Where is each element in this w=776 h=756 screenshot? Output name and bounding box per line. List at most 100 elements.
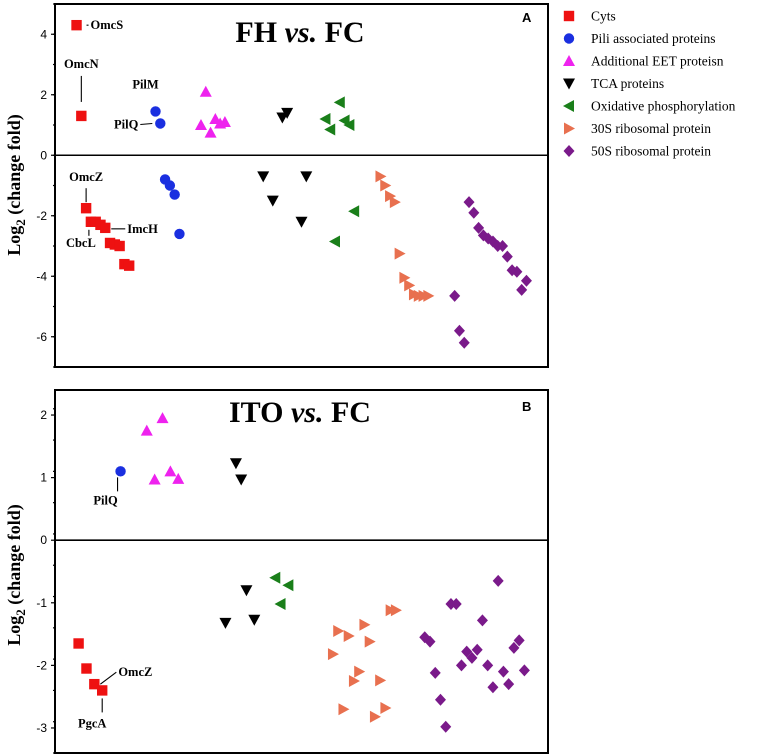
annotation-imch: ImcH [127,222,158,236]
data-point [466,651,478,664]
data-point [100,222,111,234]
annotation-omcn: OmcN [64,57,99,71]
data-point [375,674,387,687]
data-point [450,598,462,611]
legend-marker [564,122,575,135]
y-tick-label: -1 [36,596,47,610]
series-pili-associated-proteins [115,466,126,477]
data-point [164,180,176,191]
data-point [240,585,253,597]
data-point [338,703,350,716]
data-point [348,675,360,688]
series-50s-ribosomal-protein [419,574,530,733]
panel-a: FH vs. FC A Log2 (change fold) -6 -4 -2 0 2 4… [4,3,549,368]
data-point [156,412,169,424]
annotation-omcs: OmcS [91,18,124,32]
data-point [164,465,177,477]
data-point [423,289,435,302]
data-point [71,19,82,31]
annotation-leader [140,122,153,126]
data-point [424,635,436,648]
series-cyts [73,638,108,696]
legend-label: TCA proteins [591,76,664,91]
data-point [348,205,360,218]
y-tick-label: 0 [40,533,47,547]
data-point [394,247,406,260]
data-point [399,271,411,284]
data-point [385,190,397,203]
data-point [97,685,108,696]
data-point [150,106,161,117]
legend-label: Additional EET proteisn [591,54,724,69]
data-point [324,123,336,136]
data-point [492,574,504,587]
data-point [503,678,515,691]
data-point [123,260,135,271]
legend: Cyts Pili associated proteins Additional E… [563,9,736,159]
data-point [76,110,87,122]
data-point [266,195,279,207]
data-point [257,171,270,183]
legend-item-tca-proteins: TCA proteins [563,76,664,91]
data-point [155,118,166,129]
data-point [487,681,499,694]
data-point [458,336,470,349]
data-point [327,648,339,661]
annotations: OmcS OmcN OmcZ CbcL ImcH PilM PilQ [64,18,159,250]
data-point [248,614,261,626]
data-point [463,196,475,209]
annotation-pgca: PgcA [78,716,106,730]
panel-a-ylabel: Log2 (change fold) [4,114,28,256]
y-tick-label: -6 [36,330,47,344]
data-point [455,659,467,672]
data-point [343,629,355,642]
data-point [115,466,126,477]
data-point [471,643,483,656]
data-point [380,701,392,714]
data-point [520,274,532,287]
data-point [281,107,294,119]
data-point [194,119,207,130]
data-point [497,240,509,252]
data-point [219,617,232,629]
legend-marker [563,10,575,22]
legend-label: Oxidative phosphorylation [591,99,736,114]
panel-a-title: FH vs. FC [235,16,364,49]
data-point [174,228,185,240]
data-point [369,710,381,723]
data-point [81,663,92,674]
data-point [282,579,294,592]
data-point [295,216,308,228]
panel-b-ylabel: Log2 (change fold) [4,504,28,646]
data-point [300,171,313,183]
annotation-omcz: OmcZ [69,170,103,184]
data-point [511,265,523,278]
data-point [516,283,528,296]
panel-b-frame [54,389,549,754]
series-cyts [71,19,135,271]
legend-label: Pili associated proteins [591,31,715,46]
series-oxidative-phosphorylation [319,96,360,248]
data-point [453,324,465,337]
series-additional-eet-proteisn [194,85,231,138]
data-point [329,235,341,248]
y-tick-label: -3 [36,721,47,735]
data-point [333,96,345,109]
data-point [89,678,100,690]
panel-a-letter: A [522,10,532,25]
series-30s-ribosomal-protein [375,170,435,302]
panel-b-letter: B [522,399,531,414]
legend-item-30s-ribosomal-protein: 30S ribosomal protein [564,121,711,136]
data-point [359,618,371,631]
panel-b-title: ITO vs. FC [229,396,371,429]
series-pili-associated-proteins [150,106,185,240]
data-point [390,604,402,617]
y-tick-label: -4 [36,269,47,283]
data-point [140,424,153,436]
data-point [229,458,242,470]
legend-marker [563,33,575,44]
data-point [389,196,401,209]
series-oxidative-phosphorylation [269,571,294,611]
y-tick-label: -2 [36,209,47,223]
data-point [497,665,509,678]
